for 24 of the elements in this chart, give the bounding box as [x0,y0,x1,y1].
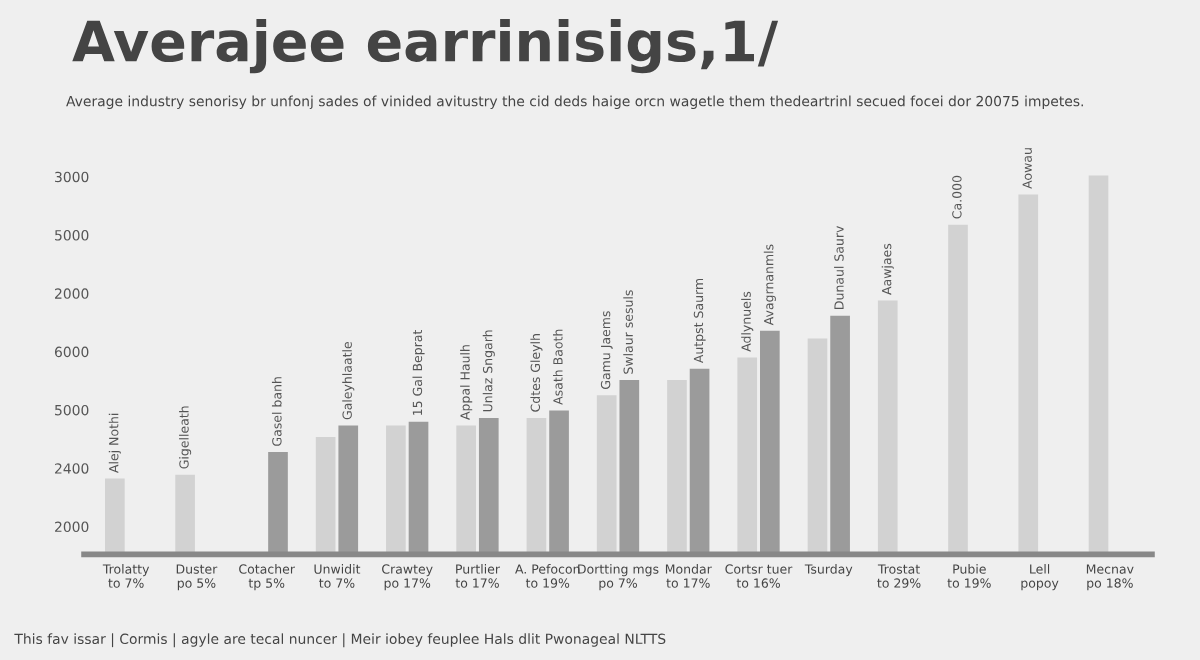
bar [268,452,288,555]
bar [619,380,640,555]
bar [737,357,758,555]
bar [596,395,617,555]
chart-title: Averajee earrinisigs,1/ [72,19,779,74]
bar [549,410,569,555]
bar [948,224,968,555]
bar [175,474,195,555]
bar [667,380,687,555]
bar [478,418,499,555]
bar [315,436,336,555]
bar [105,478,125,555]
bar [830,315,850,555]
bar [1088,175,1109,555]
bar [456,425,476,555]
bar [338,425,359,555]
bar [1018,194,1039,555]
bar [526,418,547,555]
bar [877,300,898,555]
bar [807,338,828,555]
bar [760,330,780,555]
bar [386,425,406,555]
bar [689,368,710,555]
bar [408,421,429,555]
